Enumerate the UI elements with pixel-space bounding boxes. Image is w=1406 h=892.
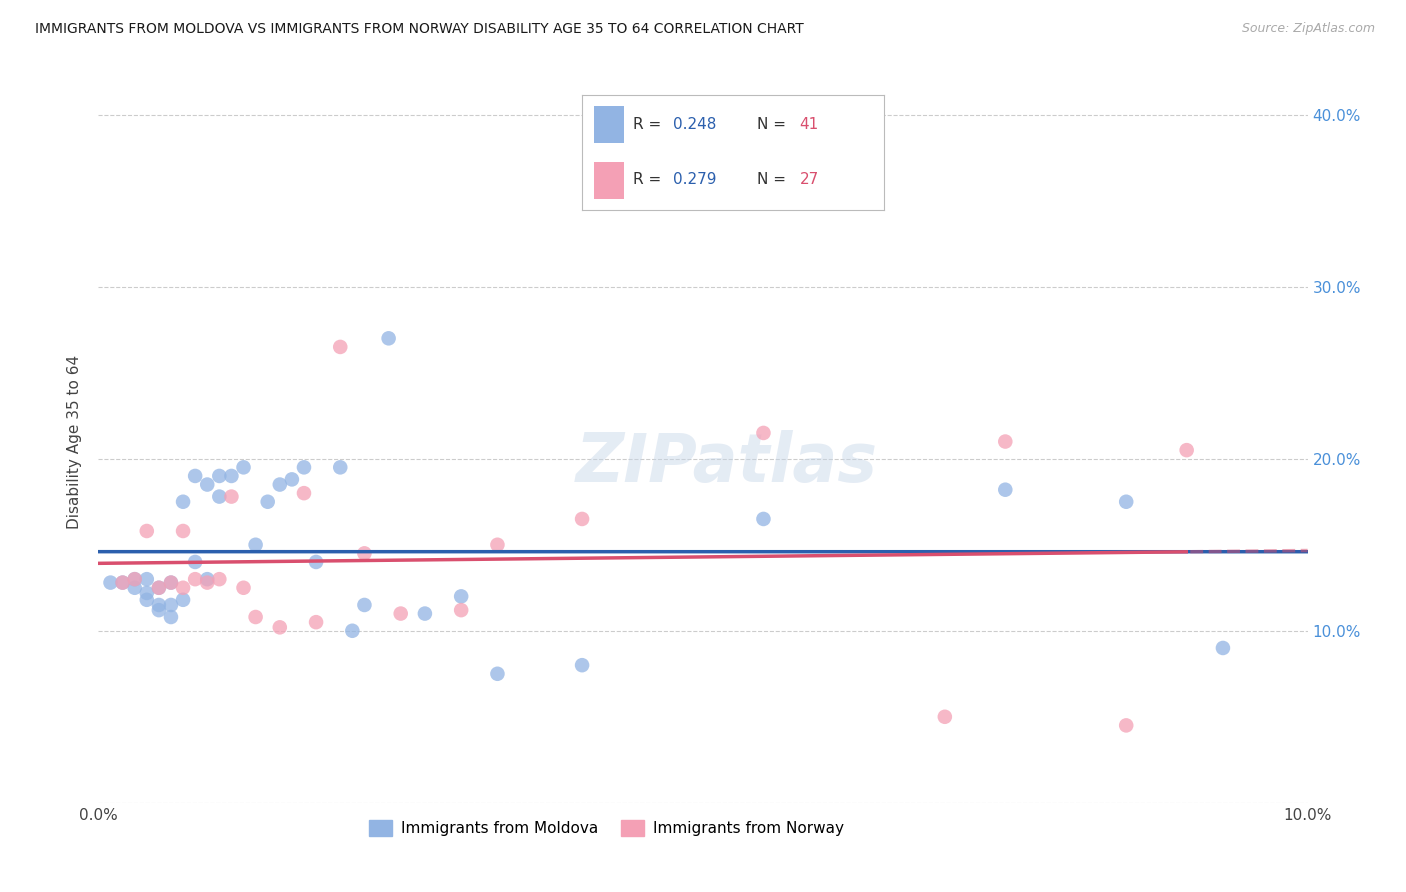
Point xyxy=(752,512,775,526)
Point xyxy=(281,472,304,486)
Point xyxy=(450,603,472,617)
Point xyxy=(135,524,157,538)
Point xyxy=(160,610,183,624)
Point xyxy=(195,575,218,590)
Point xyxy=(292,486,315,500)
Text: IMMIGRANTS FROM MOLDOVA VS IMMIGRANTS FROM NORWAY DISABILITY AGE 35 TO 64 CORREL: IMMIGRANTS FROM MOLDOVA VS IMMIGRANTS FR… xyxy=(35,22,804,37)
Point xyxy=(172,592,194,607)
Point xyxy=(329,340,352,354)
Point xyxy=(135,586,157,600)
Point xyxy=(486,538,509,552)
Point xyxy=(1212,640,1234,655)
Point xyxy=(172,494,194,508)
Point xyxy=(184,572,207,586)
Point xyxy=(232,460,254,475)
Point xyxy=(245,610,267,624)
Point xyxy=(934,710,956,724)
Point xyxy=(100,575,122,590)
Point xyxy=(172,581,194,595)
Point xyxy=(752,425,775,440)
Legend: Immigrants from Moldova, Immigrants from Norway: Immigrants from Moldova, Immigrants from… xyxy=(363,814,851,842)
Point xyxy=(124,581,146,595)
Point xyxy=(221,469,243,483)
Point xyxy=(195,572,218,586)
Point xyxy=(486,666,509,681)
Point xyxy=(1115,718,1137,732)
Point xyxy=(292,460,315,475)
Point xyxy=(994,483,1017,497)
Point xyxy=(245,538,267,552)
Point xyxy=(353,598,375,612)
Y-axis label: Disability Age 35 to 64: Disability Age 35 to 64 xyxy=(67,354,83,529)
Point xyxy=(571,512,593,526)
Point xyxy=(377,331,399,345)
Point xyxy=(111,575,134,590)
Text: Source: ZipAtlas.com: Source: ZipAtlas.com xyxy=(1241,22,1375,36)
Point xyxy=(135,592,157,607)
Point xyxy=(305,615,328,630)
Point xyxy=(450,590,472,604)
Point xyxy=(160,575,183,590)
Point xyxy=(195,477,218,491)
Point xyxy=(160,598,183,612)
Point xyxy=(269,477,291,491)
Point xyxy=(208,469,231,483)
Point xyxy=(269,620,291,634)
Point xyxy=(413,607,436,621)
Point xyxy=(1175,443,1198,458)
Point xyxy=(571,658,593,673)
Point xyxy=(353,546,375,560)
Point xyxy=(342,624,364,638)
Point xyxy=(172,524,194,538)
Point xyxy=(232,581,254,595)
Point xyxy=(994,434,1017,449)
Text: ZIPatlas: ZIPatlas xyxy=(576,430,879,496)
Point xyxy=(256,494,278,508)
Point xyxy=(160,575,183,590)
Point xyxy=(184,555,207,569)
Point xyxy=(148,581,170,595)
Point xyxy=(1115,494,1137,508)
Point xyxy=(305,555,328,569)
Point xyxy=(111,575,134,590)
Point xyxy=(135,572,157,586)
Point xyxy=(148,598,170,612)
Point xyxy=(124,572,146,586)
Point xyxy=(184,469,207,483)
Point xyxy=(208,490,231,504)
Point xyxy=(124,572,146,586)
Point xyxy=(148,603,170,617)
Point xyxy=(389,607,412,621)
Point xyxy=(329,460,352,475)
Point xyxy=(148,581,170,595)
Point xyxy=(208,572,231,586)
Point xyxy=(221,490,243,504)
